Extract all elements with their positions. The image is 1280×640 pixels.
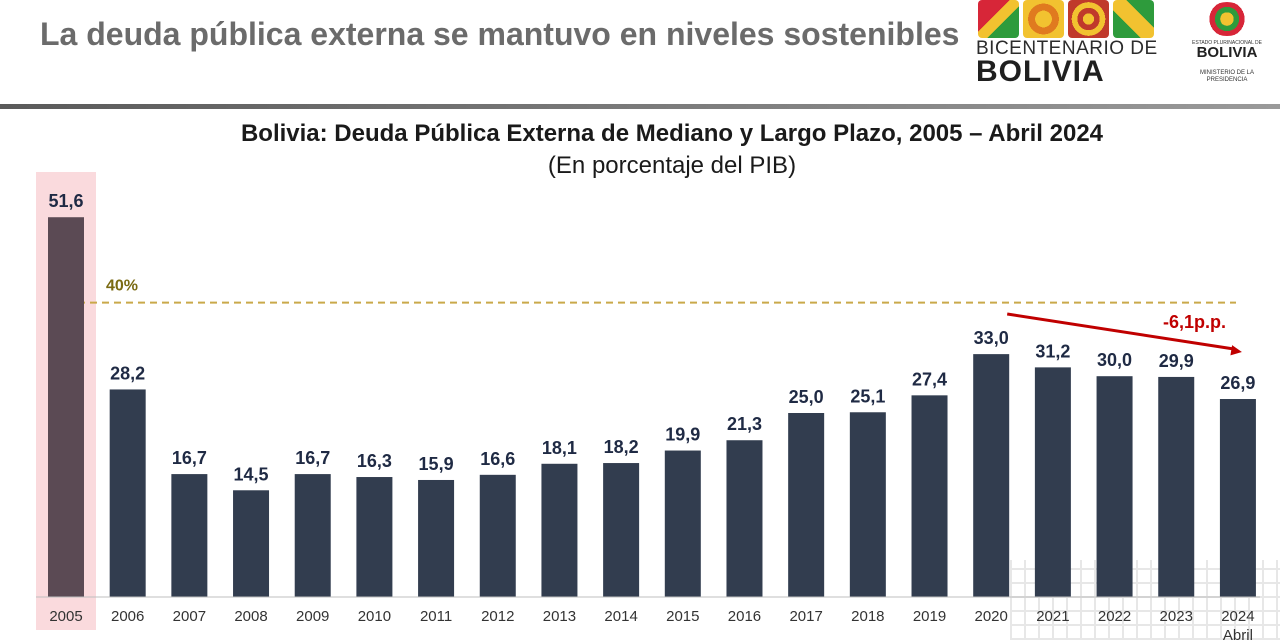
value-label-2007: 16,7 [172,448,207,468]
tick-label-2020: 2020 [975,608,1008,625]
logo-square-2 [1023,0,1064,38]
header: La deuda pública externa se mantuvo en n… [0,0,1280,109]
header-divider [0,104,1280,109]
bar-2005 [48,217,84,597]
trend-arrow-head [1230,345,1242,356]
trend-arrow-line [1006,312,1235,351]
bicentenario-logo-line1: BICENTENARIO DE [976,38,1158,59]
bar-2023 [1158,376,1195,597]
tick-label-2018: 2018 [851,608,884,625]
bar-2014 [603,463,640,597]
bar-2006 [109,389,146,597]
slide-title: La deuda pública externa se mantuvo en n… [40,16,960,52]
value-label-2005: 51,6 [48,191,83,211]
value-label-2009: 16,7 [295,448,330,468]
value-label-2013: 18,1 [542,438,577,458]
value-label-2019: 27,4 [912,369,947,389]
bar-2010 [356,477,393,597]
tick-label-2012: 2012 [481,608,514,625]
tick-label-2014: 2014 [604,608,637,625]
coat-of-arms-icon [1206,2,1248,36]
tick-label-2017: 2017 [789,608,822,625]
value-label-2016: 21,3 [727,414,762,434]
value-label-2011: 15,9 [419,454,454,474]
bar-2007 [171,474,208,597]
value-label-2014: 18,2 [604,437,639,457]
bar-2016 [726,440,763,597]
bicentenario-logo-line2: BOLIVIA [976,55,1105,88]
value-label-2018: 25,1 [850,386,885,406]
trend-label: -6,1p.p. [1163,312,1226,332]
value-label-2023: 29,9 [1159,351,1194,371]
tick-label-2023: 2023 [1160,608,1193,625]
value-label-2015: 19,9 [665,425,700,445]
logo-square-4 [1113,0,1154,38]
bar-2018 [849,412,886,597]
bar-2020 [973,354,1010,597]
bar-2017 [788,413,825,597]
tick-label-2009: 2009 [296,608,329,625]
value-label-2024: 26,9 [1220,373,1255,393]
value-label-2008: 14,5 [234,464,269,484]
tick-label-2007: 2007 [173,608,206,625]
bar-2015 [664,450,701,597]
tick-label-2024: 2024 [1221,608,1254,625]
value-label-2022: 30,0 [1097,350,1132,370]
tick-label-2021: 2021 [1036,608,1069,625]
ministerio-logo: ESTADO PLURINACIONAL DE BOLIVIA MINISTER… [1184,0,1270,90]
bar-2013 [541,463,578,597]
tick-label-2015: 2015 [666,608,699,625]
tick-label-2022: 2022 [1098,608,1131,625]
tick-sublabel-2024: Abril [1223,627,1253,640]
tick-label-2005: 2005 [49,608,82,625]
bar-2024 [1219,399,1256,597]
tick-label-2016: 2016 [728,608,761,625]
value-label-2017: 25,0 [789,387,824,407]
logo-square-3 [1068,0,1109,38]
bar-2019 [911,395,948,597]
tick-label-2006: 2006 [111,608,144,625]
tick-label-2010: 2010 [358,608,391,625]
tick-label-2013: 2013 [543,608,576,625]
ministerio-logo-top: ESTADO PLURINACIONAL DE [1191,40,1262,46]
value-label-2006: 28,2 [110,363,145,383]
bar-2012 [479,474,516,597]
value-label-2010: 16,3 [357,451,392,471]
value-label-2020: 33,0 [974,328,1009,348]
ministerio-logo-name: BOLIVIA [1196,44,1258,61]
tick-label-2008: 2008 [234,608,267,625]
value-label-2012: 16,6 [480,449,515,469]
ministerio-logo-bottom: MINISTERIO DE LA PRESIDENCIA [1199,70,1254,83]
bicentenario-logo-icon [978,0,1154,38]
chart-title: Bolivia: Deuda Pública Externa de Median… [240,120,1104,147]
bicentenario-logo: BICENTENARIO DE BOLIVIA [974,0,1158,88]
bar-2011 [418,479,455,597]
bar-2008 [233,490,270,597]
bar-2021 [1034,367,1071,597]
bar-2009 [294,474,331,597]
tick-label-2019: 2019 [913,608,946,625]
logo-square-1 [978,0,1019,38]
tick-label-2011: 2011 [420,608,452,625]
chart-subtitle: (En porcentaje del PIB) [547,152,797,179]
bar-2022 [1096,376,1133,597]
value-label-2021: 31,2 [1035,341,1070,361]
reference-line-label: 40% [106,278,138,295]
